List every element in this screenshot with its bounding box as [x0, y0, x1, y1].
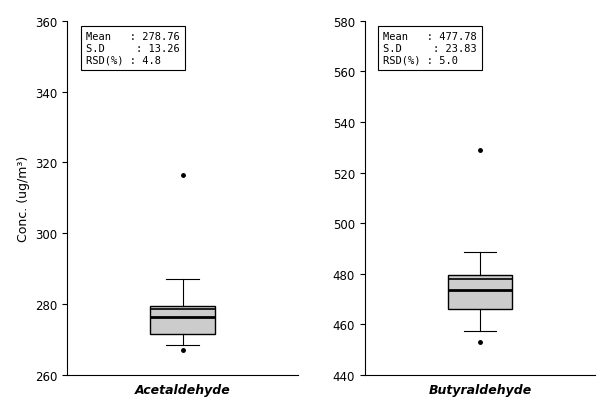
PathPatch shape: [151, 306, 215, 335]
Text: Mean   : 477.78
S.D     : 23.83
RSD(%) : 5.0: Mean : 477.78 S.D : 23.83 RSD(%) : 5.0: [383, 32, 477, 65]
Text: Mean   : 278.76
S.D     : 13.26
RSD(%) : 4.8: Mean : 278.76 S.D : 13.26 RSD(%) : 4.8: [86, 32, 179, 65]
PathPatch shape: [448, 275, 512, 309]
Y-axis label: Conc. (ug/m³): Conc. (ug/m³): [17, 155, 29, 241]
